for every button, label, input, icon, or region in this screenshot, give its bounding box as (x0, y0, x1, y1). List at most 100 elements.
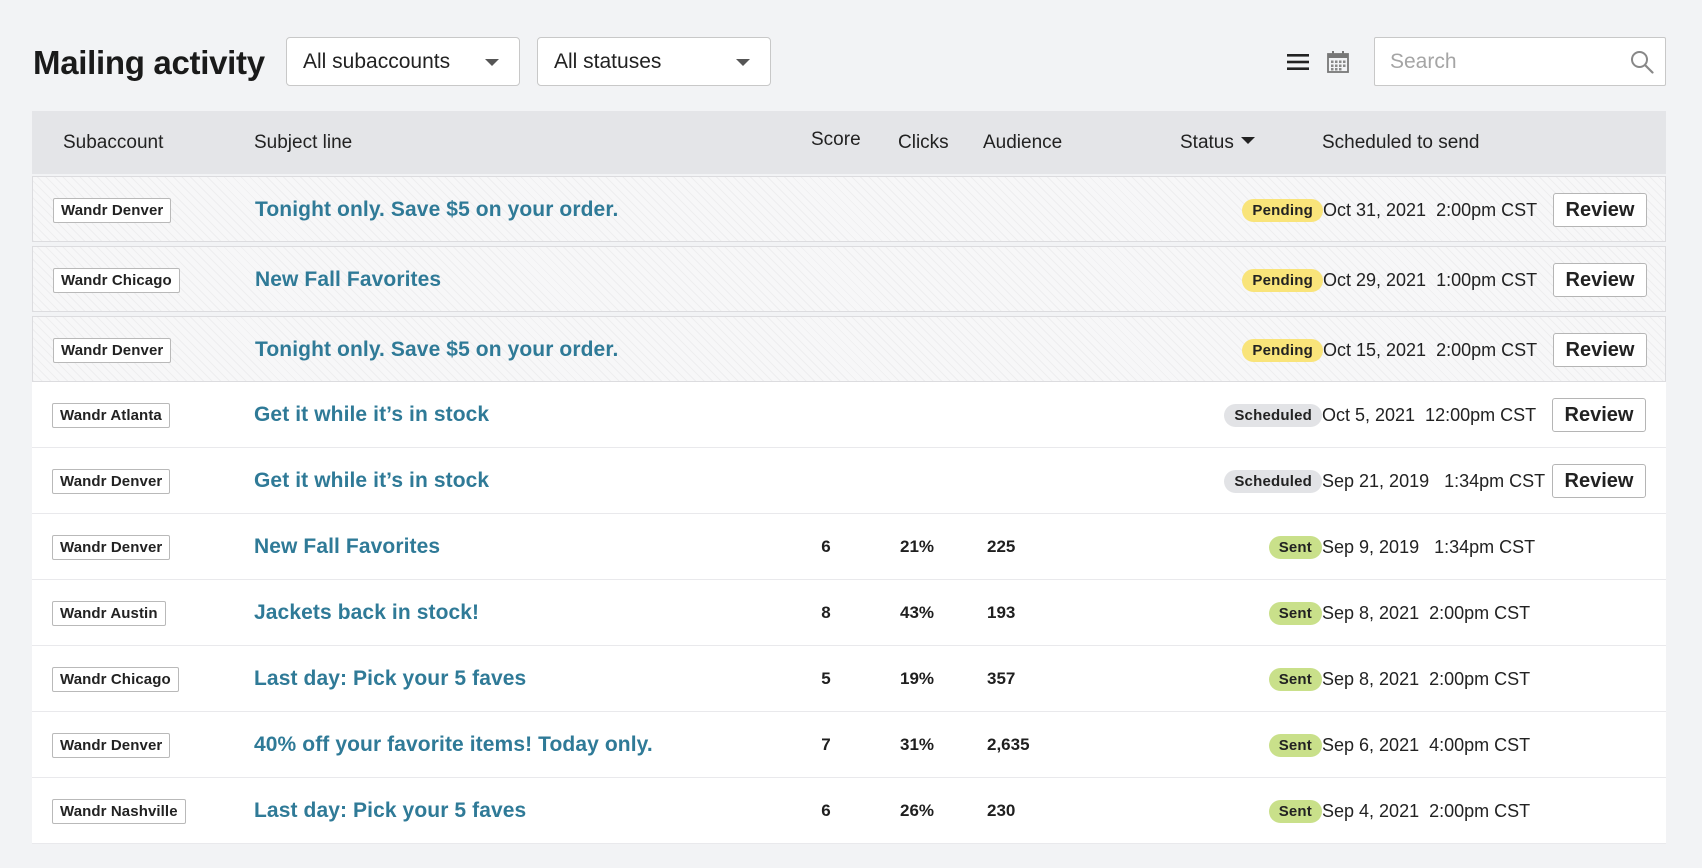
table-row: Wandr Denver Get it while it’s in stock Sc… (32, 448, 1666, 514)
status-cell: Scheduled (1132, 448, 1322, 514)
subaccount-cell: Wandr Denver (52, 712, 171, 778)
score-cell: 7 (811, 712, 841, 778)
scheduled-cell: Oct 31, 2021 2:00pm CST (1323, 177, 1537, 243)
mailing-table: Subaccount Subject line Score Clicks Aud… (32, 111, 1666, 844)
status-badge: Pending (1242, 198, 1323, 222)
column-header-scheduled[interactable]: Scheduled to send (1322, 132, 1480, 153)
column-header-status[interactable]: Status (1180, 111, 1255, 174)
chevron-down-icon (736, 59, 750, 66)
column-header-clicks[interactable]: Clicks (898, 132, 949, 153)
subaccount-cell: Wandr Denver (52, 514, 171, 580)
status-badge: Pending (1242, 338, 1323, 362)
subject-link[interactable]: 40% off your favorite items! Today only. (254, 733, 653, 756)
audience-value: 230 (987, 801, 1016, 820)
subject-link[interactable]: Tonight only. Save $5 on your order. (255, 198, 619, 221)
review-button[interactable]: Review (1553, 333, 1647, 367)
scheduled-time: Sep 6, 2021 4:00pm CST (1322, 734, 1531, 755)
subject-link[interactable]: Get it while it’s in stock (254, 403, 490, 426)
review-cell: Review (1553, 177, 1647, 243)
audience-value: 357 (987, 669, 1016, 688)
clicks-cell: 19% (900, 646, 934, 712)
search-input[interactable] (1390, 38, 1620, 85)
review-button[interactable]: Review (1552, 464, 1646, 498)
clicks-cell: 21% (900, 514, 934, 580)
status-badge: Sent (1268, 799, 1322, 823)
status-badge: Scheduled (1224, 469, 1322, 493)
toolbar: Mailing activity All subaccounts All sta… (32, 36, 1666, 88)
status-cell: Sent (1132, 580, 1322, 646)
score-cell: 6 (811, 778, 841, 844)
subaccount-cell: Wandr Chicago (53, 247, 180, 313)
table-row: Wandr Atlanta Get it while it’s in stock S… (32, 382, 1666, 448)
subaccount-filter-value: All subaccounts (303, 50, 451, 73)
status-badge: Scheduled (1224, 403, 1322, 427)
scheduled-time: Oct 15, 2021 2:00pm CST (1323, 339, 1538, 360)
search-icon[interactable] (1629, 49, 1655, 75)
subject-link[interactable]: Get it while it’s in stock (254, 469, 490, 492)
subject-link[interactable]: Tonight only. Save $5 on your order. (255, 338, 619, 361)
table-row: Wandr Denver 40% off your favorite items!… (32, 712, 1666, 778)
subaccount-cell: Wandr Denver (52, 448, 171, 514)
audience-value: 225 (987, 537, 1016, 556)
status-cell: Scheduled (1132, 382, 1322, 448)
audience-cell: 225 (987, 514, 1015, 580)
score-cell: 6 (811, 514, 841, 580)
subject-cell: Tonight only. Save $5 on your order. (255, 317, 618, 383)
sort-descending-icon (1240, 137, 1255, 145)
audience-value: 193 (987, 603, 1016, 622)
status-badge: Sent (1268, 733, 1322, 757)
scheduled-time: Oct 31, 2021 2:00pm CST (1323, 199, 1538, 220)
score-cell (811, 382, 841, 448)
status-badge: Sent (1268, 667, 1322, 691)
scheduled-time: Sep 9, 2019 1:34pm CST (1322, 536, 1536, 557)
review-button[interactable]: Review (1553, 263, 1647, 297)
audience-cell: 357 (987, 646, 1015, 712)
score-cell (811, 448, 841, 514)
score-value: 5 (821, 669, 831, 688)
review-button[interactable]: Review (1552, 398, 1646, 432)
calendar-view-button[interactable] (1324, 48, 1352, 76)
score-value: 6 (821, 801, 831, 820)
column-header-audience[interactable]: Audience (983, 132, 1063, 153)
page-title: Mailing activity (33, 44, 265, 81)
subject-link[interactable]: Last day: Pick your 5 faves (254, 799, 527, 822)
subaccount-tag: Wandr Denver (52, 534, 171, 560)
column-header-score[interactable]: Score (811, 129, 861, 150)
review-button[interactable]: Review (1553, 193, 1647, 227)
status-cell: Sent (1132, 712, 1322, 778)
column-header-subject[interactable]: Subject line (254, 132, 353, 153)
calendar-icon (1327, 51, 1349, 73)
subject-cell: Last day: Pick your 5 faves (254, 646, 526, 712)
subject-link[interactable]: Last day: Pick your 5 faves (254, 667, 527, 690)
subject-cell: Get it while it’s in stock (254, 448, 489, 514)
subject-link[interactable]: New Fall Favorites (254, 535, 441, 558)
status-badge: Sent (1268, 601, 1322, 625)
subject-link[interactable]: New Fall Favorites (255, 268, 442, 291)
subaccount-filter-dropdown[interactable]: All subaccounts (286, 37, 520, 86)
status-filter-dropdown[interactable]: All statuses (537, 37, 771, 86)
subject-cell: Tonight only. Save $5 on your order. (255, 177, 618, 243)
score-cell (812, 317, 842, 383)
scheduled-cell: Sep 8, 2021 2:00pm CST (1322, 646, 1530, 712)
scheduled-time: Sep 4, 2021 2:00pm CST (1322, 800, 1531, 821)
search-box (1374, 37, 1666, 86)
scheduled-time: Sep 8, 2021 2:00pm CST (1322, 602, 1531, 623)
score-cell: 8 (811, 580, 841, 646)
subject-cell: Jackets back in stock! (254, 580, 479, 646)
subject-link[interactable]: Jackets back in stock! (254, 601, 480, 624)
column-header-subaccount[interactable]: Subaccount (63, 132, 164, 153)
clicks-cell: 43% (900, 580, 934, 646)
scheduled-time: Oct 29, 2021 1:00pm CST (1323, 269, 1538, 290)
table-body: Wandr Denver Tonight only. Save $5 on you… (32, 176, 1666, 844)
scheduled-cell: Sep 6, 2021 4:00pm CST (1322, 712, 1530, 778)
audience-value: 2,635 (987, 735, 1030, 754)
status-cell: Pending (1133, 317, 1323, 383)
clicks-value: 21% (900, 537, 935, 556)
clicks-value: 26% (900, 801, 935, 820)
subaccount-cell: Wandr Austin (52, 580, 166, 646)
status-cell: Pending (1133, 247, 1323, 313)
list-view-button[interactable] (1284, 48, 1312, 76)
subject-cell: New Fall Favorites (254, 514, 440, 580)
subaccount-tag: Wandr Denver (53, 337, 172, 363)
score-cell (812, 247, 842, 313)
